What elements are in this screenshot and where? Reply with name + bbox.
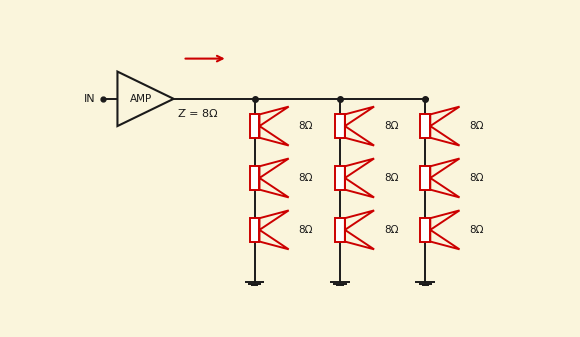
Text: 8Ω: 8Ω: [384, 225, 398, 235]
Text: Z̅ = 8Ω: Z̅ = 8Ω: [178, 110, 218, 119]
Bar: [249, 166, 259, 190]
Bar: [335, 166, 345, 190]
Bar: [335, 114, 345, 138]
Text: 8Ω: 8Ω: [299, 173, 313, 183]
Bar: [249, 114, 259, 138]
Text: IN: IN: [84, 94, 95, 104]
Text: 8Ω: 8Ω: [469, 225, 484, 235]
Bar: [420, 218, 430, 242]
Bar: [420, 166, 430, 190]
Text: 8Ω: 8Ω: [299, 225, 313, 235]
Bar: [335, 218, 345, 242]
Text: 8Ω: 8Ω: [384, 173, 398, 183]
Text: 8Ω: 8Ω: [469, 173, 484, 183]
Text: 8Ω: 8Ω: [384, 121, 398, 131]
Text: 8Ω: 8Ω: [469, 121, 484, 131]
Text: 8Ω: 8Ω: [299, 121, 313, 131]
Text: AMP: AMP: [130, 94, 152, 104]
Bar: [420, 114, 430, 138]
Bar: [249, 218, 259, 242]
